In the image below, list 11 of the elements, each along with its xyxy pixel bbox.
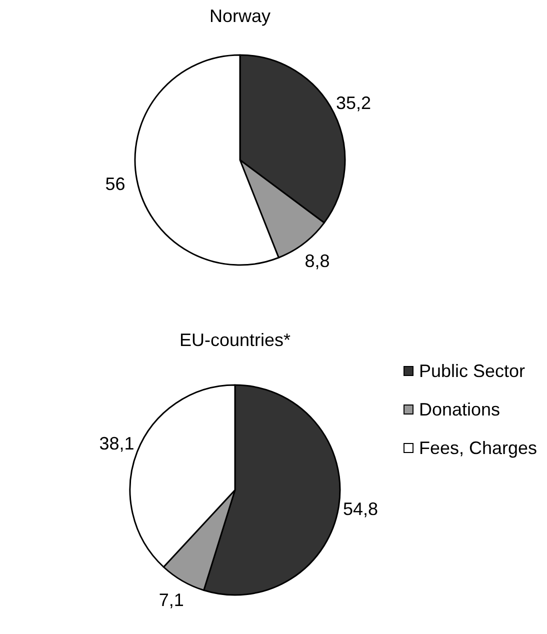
legend-label: Fees, Charges — [419, 438, 538, 458]
legend-label: Donations — [419, 400, 500, 420]
legend-label: Public Sector — [419, 361, 526, 381]
data-label: 38,1 — [99, 434, 134, 454]
slice-label: Norway — [209, 6, 271, 26]
data-label: 56 — [105, 174, 126, 194]
data-label: 35,2 — [336, 93, 372, 114]
data-label: 54,8 — [343, 499, 378, 520]
data-label: 7,1 — [158, 590, 184, 610]
data-label: 8,8 — [304, 250, 330, 271]
slice-label: EU-countries* — [179, 330, 291, 350]
